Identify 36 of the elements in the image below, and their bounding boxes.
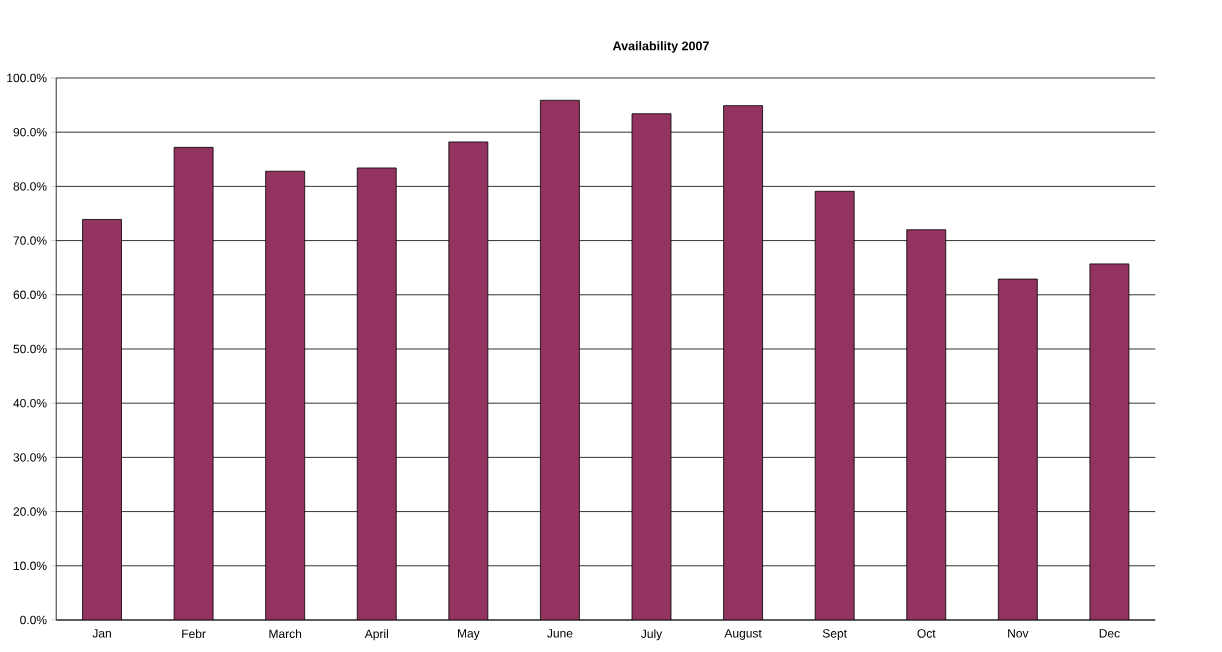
chart-title: Availability 2007 [612,41,709,53]
bar [906,229,947,620]
x-tick-label: Dec [1099,629,1120,638]
y-tick-label: 90.0% [13,127,47,137]
bar [814,190,855,620]
y-tick-label: 80.0% [13,182,47,191]
x-tick-label: May [458,629,480,640]
bar [1089,263,1130,620]
bar [82,219,122,620]
x-tick-label: Nov [1008,629,1029,638]
bar [265,170,306,620]
y-tick-label: 40.0% [13,398,47,408]
x-tick-label: July [641,629,663,641]
y-tick-label: 50.0% [13,344,47,354]
x-tick-label: March [269,629,302,638]
x-tick-label: Jan [92,629,111,638]
bar [631,113,672,620]
x-tick-label: Febr [182,629,206,638]
y-tick-label: 10.0% [13,561,47,571]
bar [540,99,580,620]
y-tick-label: 100.0% [7,73,47,83]
bar [448,141,489,620]
x-tick-label: Oct [917,629,936,638]
x-tick-label: Sept [822,629,847,641]
y-tick-label: 20.0% [13,507,47,516]
y-tick-label: 70.0% [13,236,47,245]
x-tick-label: August [724,629,762,640]
y-tick-label: 60.0% [13,290,47,300]
bar [356,167,397,620]
x-tick-label: June [547,629,573,638]
bar [997,278,1038,620]
y-tick-label: 30.0% [13,453,47,462]
y-tick-label: 0.0% [20,615,47,625]
x-tick-label: April [364,629,388,641]
bar [723,105,763,620]
bar [173,146,214,620]
